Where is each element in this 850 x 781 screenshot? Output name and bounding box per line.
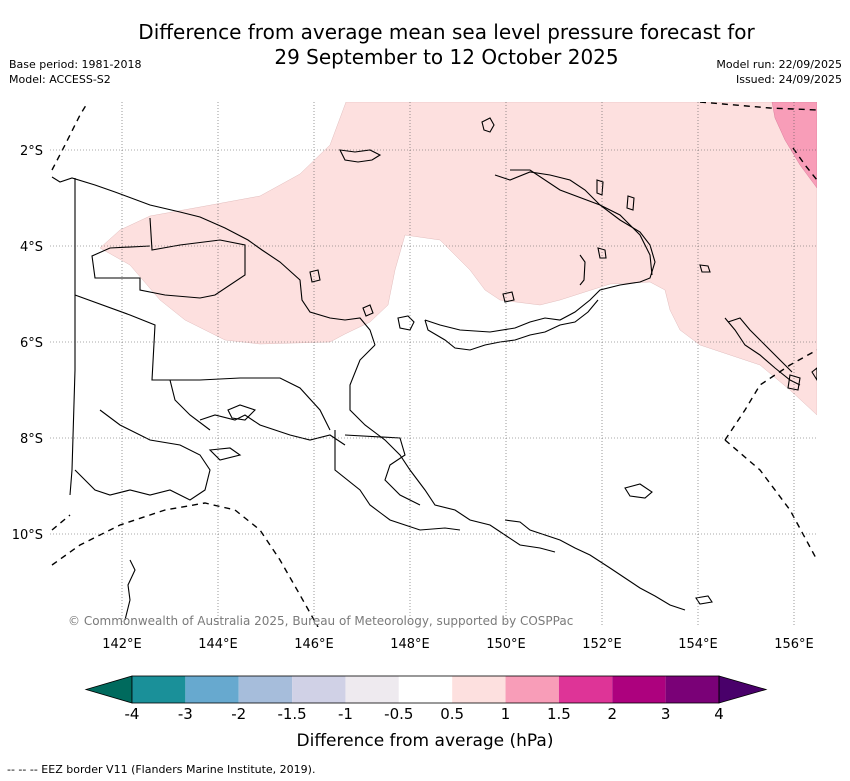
colorbar-tick-label: -0.5 (384, 705, 414, 723)
colorbar-tick-label: 3 (660, 705, 671, 723)
colorbar-extend-low (84, 675, 133, 704)
lon-label: 142°E (102, 637, 142, 652)
colorbar-extend-high (718, 675, 768, 704)
lat-label: 8°S (20, 432, 43, 447)
colorbar-tick-label: -4 (124, 705, 140, 723)
latitude-labels: 2°S 4°S 6°S 8°S 10°S (12, 144, 43, 543)
colorbar-title: Difference from average (hPa) (296, 731, 554, 751)
colorbar-swatch (345, 676, 399, 703)
colorbar-swatch (398, 676, 453, 703)
longitude-labels: 142°E 144°E 146°E 148°E 150°E 152°E 154°… (102, 637, 814, 652)
colorbar-swatch (452, 676, 506, 703)
colorbar-swatch (558, 676, 613, 703)
colorbar-swatch (292, 676, 346, 703)
coastlines (51, 117, 817, 621)
lon-label: 148°E (390, 637, 430, 652)
copyright-note: © Commonwealth of Australia 2025, Bureau… (68, 614, 574, 628)
graticule (50, 102, 817, 627)
colorbar-swatch (185, 676, 239, 703)
lat-label: 10°S (12, 528, 43, 543)
lon-label: 150°E (486, 637, 526, 652)
anomaly-region-0.5-1 (99, 102, 817, 416)
eez-legend-note: -- -- -- EEZ border V11 (Flanders Marine… (7, 763, 316, 776)
lon-label: 144°E (198, 637, 238, 652)
colorbar-tick-label: 1.5 (546, 705, 571, 723)
colorbar-swatch (505, 676, 559, 703)
colorbar-tick-label: -3 (177, 705, 193, 723)
lat-label: 4°S (20, 240, 43, 255)
title-line-2: 29 September to 12 October 2025 (274, 45, 619, 69)
colorbar-tick-label: -1 (337, 705, 353, 723)
colorbar-border (131, 675, 720, 704)
colorbar-tick-label: 2 (607, 705, 618, 723)
lon-label: 154°E (678, 637, 718, 652)
colorbar-tick-label: -1.5 (277, 705, 307, 723)
eez-borders (51, 102, 817, 627)
model-name: Model: ACCESS-S2 (9, 73, 111, 86)
chart-title: Difference from average mean sea level p… (0, 20, 850, 70)
meta-right: Model run: 22/09/2025 Issued: 24/09/2025 (716, 57, 842, 87)
lat-label: 6°S (20, 336, 43, 351)
lon-label: 156°E (774, 637, 814, 652)
colorbar (84, 675, 768, 704)
title-line-1: Difference from average mean sea level p… (138, 20, 755, 44)
colorbar-tick-label: 4 (714, 705, 724, 723)
model-run: Model run: 22/09/2025 (716, 58, 842, 71)
meta-left: Base period: 1981-2018 Model: ACCESS-S2 (9, 57, 141, 87)
colorbar-tick-label: 0.5 (440, 705, 465, 723)
colorbar-tick-label: -2 (231, 705, 247, 723)
colorbar-swatch (612, 676, 666, 703)
colorbar-tick-label: 1 (500, 705, 511, 723)
lat-label: 2°S (20, 144, 43, 159)
colorbar-swatch (665, 676, 719, 703)
lon-label: 146°E (294, 637, 334, 652)
base-period: Base period: 1981-2018 (9, 58, 142, 71)
colorbar-swatch (132, 676, 186, 703)
issued-date: Issued: 24/09/2025 (735, 73, 842, 86)
lon-label: 152°E (582, 637, 622, 652)
colorbar-swatch (238, 676, 293, 703)
